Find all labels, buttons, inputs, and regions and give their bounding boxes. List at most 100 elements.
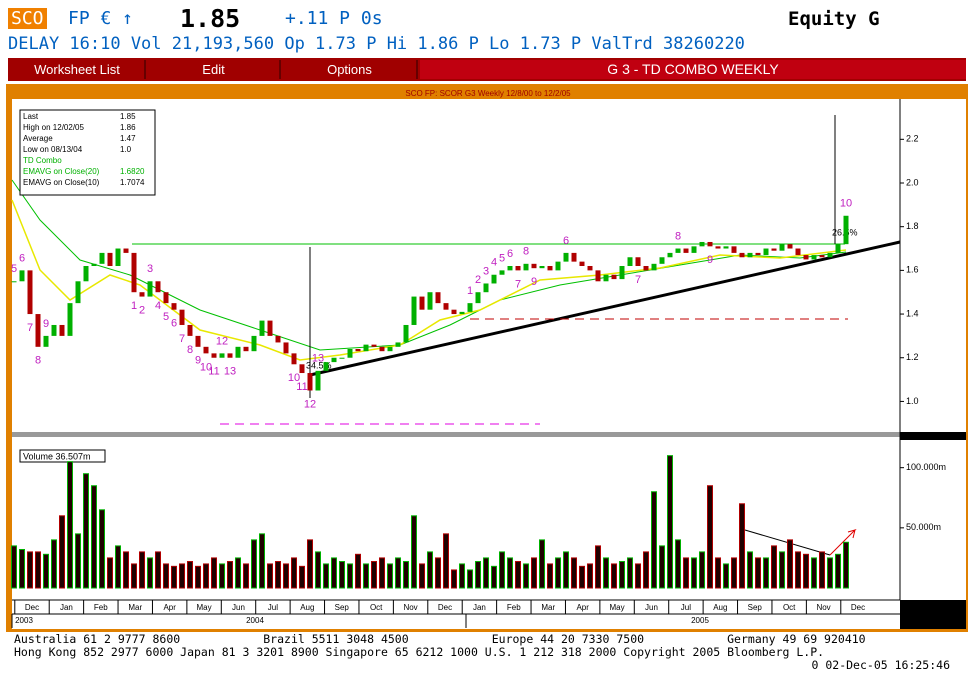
screen-name: Equity G <box>788 8 880 30</box>
menu-button[interactable]: Edit <box>148 60 281 79</box>
candle <box>683 248 689 253</box>
td-label: 6 <box>507 248 513 260</box>
candle <box>651 263 657 271</box>
candle <box>771 248 777 251</box>
volume-bar <box>299 565 305 589</box>
volume-bar <box>99 509 105 589</box>
volume-bar <box>811 557 817 589</box>
legend-box <box>19 109 156 196</box>
candle <box>795 248 801 256</box>
candle <box>267 320 273 336</box>
volume-bar <box>643 551 649 589</box>
candle <box>355 349 361 352</box>
volume-bar <box>67 461 73 589</box>
volume-bar <box>235 557 241 589</box>
volume-bar <box>555 557 561 589</box>
candle <box>251 335 257 352</box>
volume-bar <box>323 563 329 589</box>
volume-bar <box>635 563 641 589</box>
volume-bar <box>19 548 25 589</box>
candle <box>91 263 97 266</box>
volume-bar <box>339 561 345 589</box>
volume-bar <box>331 557 337 589</box>
candle <box>331 357 337 363</box>
volume-bar <box>827 557 833 589</box>
chart-title: SCO FP: SCOR G3 Weekly 12/8/00 to 12/2/0… <box>405 89 571 98</box>
candle <box>491 274 497 284</box>
menu-button[interactable]: Worksheet List <box>10 60 146 79</box>
volume-bar <box>267 563 273 589</box>
candle <box>555 261 561 271</box>
volume-bar <box>803 553 809 589</box>
candle <box>115 248 121 266</box>
td-label: 9 <box>707 254 713 266</box>
td-label: 10 <box>288 372 300 384</box>
x-tick-label: May <box>610 603 625 612</box>
td-label: 8 <box>523 246 529 258</box>
volume-bar <box>691 557 697 589</box>
volume-bar <box>683 557 689 589</box>
candle <box>347 349 353 358</box>
x-tick-label: Jan <box>473 603 486 612</box>
td-label: 6 <box>563 235 569 247</box>
volume-bar <box>163 563 169 589</box>
volume-bar <box>275 561 281 589</box>
candle <box>259 320 265 336</box>
candle <box>163 292 169 304</box>
volume-bar <box>739 503 745 589</box>
td-label: 2 <box>475 274 481 286</box>
candle <box>75 281 81 304</box>
menu-button[interactable]: Options <box>283 60 418 79</box>
candle <box>843 215 849 245</box>
volume-bar <box>251 539 257 589</box>
volume-bar <box>131 563 137 589</box>
td-label: 11 <box>296 381 307 393</box>
legend-value: 1.7074 <box>120 178 145 187</box>
y-tick-label: 50.000m <box>906 522 941 532</box>
td-label: 6 <box>19 252 25 264</box>
volume-bar <box>571 557 577 589</box>
td-label: 7 <box>635 274 641 286</box>
volume-bar <box>659 545 665 589</box>
volume-bar <box>763 557 769 589</box>
volume-bar <box>619 561 625 589</box>
candle <box>291 353 297 365</box>
volume-bar <box>539 539 545 589</box>
volume-bar <box>475 561 481 589</box>
trendline <box>309 240 901 377</box>
footer: Hong Kong 852 2977 6000 Japan 81 3 3201 … <box>14 645 825 659</box>
x-tick-label: Nov <box>403 603 417 612</box>
candle <box>51 324 57 336</box>
legend-value: 1.85 <box>120 112 136 121</box>
x-tick-label: Aug <box>713 603 727 612</box>
volume-bar <box>315 551 321 589</box>
x-tick-label: Oct <box>370 603 383 612</box>
y-tick-label: 1.4 <box>906 308 919 318</box>
candle <box>363 344 369 352</box>
plot-bg <box>12 99 966 629</box>
volume-bar <box>459 563 465 589</box>
candle <box>643 266 649 271</box>
candle <box>323 362 329 371</box>
candle <box>403 324 409 343</box>
candle <box>139 292 145 297</box>
candle <box>667 252 673 258</box>
x-tick-label: Dec <box>851 603 865 612</box>
td-label: 1 <box>131 300 137 312</box>
volume-bar <box>507 557 513 589</box>
chart: SCO FP: SCOR G3 Weekly 12/8/00 to 12/2/0… <box>6 84 968 632</box>
x-tick-label: Sep <box>748 603 763 612</box>
candle <box>219 353 225 358</box>
td-label: 8 <box>35 355 41 367</box>
candle <box>531 263 537 269</box>
volume-bar <box>755 557 761 589</box>
volume-bar <box>211 557 217 589</box>
candle <box>19 270 25 282</box>
volume-bar <box>707 485 713 589</box>
candle <box>339 357 345 359</box>
candle <box>819 255 825 258</box>
candle <box>187 324 193 336</box>
volume-bar <box>379 557 385 589</box>
volume-bar <box>515 561 521 589</box>
